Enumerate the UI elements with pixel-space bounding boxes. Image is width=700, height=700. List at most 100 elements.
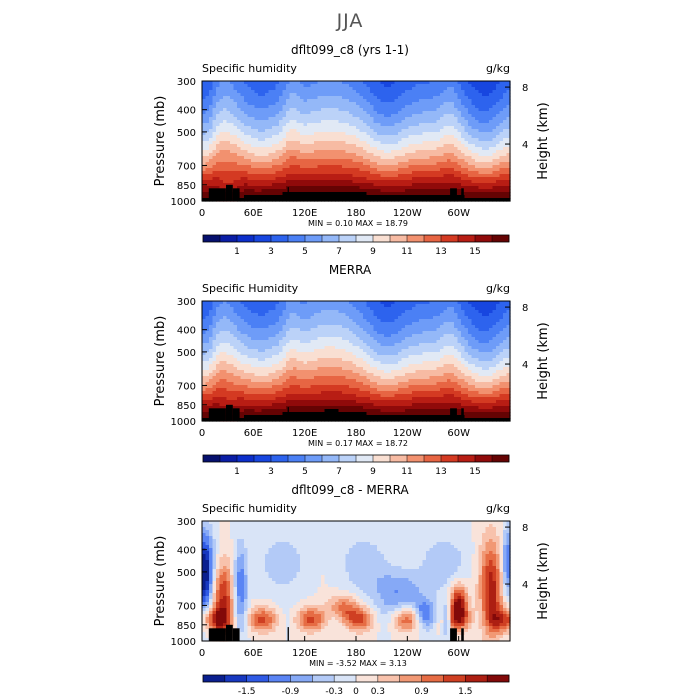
heatmap-cell (503, 135, 508, 139)
heatmap-cell (328, 174, 333, 178)
heatmap-cell (296, 132, 301, 136)
heatmap-cell (282, 183, 287, 187)
heatmap-cell (258, 159, 263, 163)
heatmap-cell (240, 174, 245, 178)
heatmap-cell (366, 102, 371, 106)
heatmap-cell (408, 153, 413, 157)
heatmap-cell (359, 340, 364, 344)
heatmap-cell (226, 81, 231, 85)
heatmap-cell (226, 156, 231, 160)
heatmap-cell (454, 183, 459, 187)
heatmap-cell (419, 165, 424, 169)
heatmap-cell (440, 108, 445, 112)
heatmap-cell (331, 156, 336, 160)
heatmap-cell (300, 144, 305, 148)
heatmap-cell (457, 156, 462, 160)
heatmap-cell (405, 316, 410, 320)
heatmap-cell (391, 319, 396, 323)
heatmap-cell (419, 87, 424, 91)
heatmap-cell (468, 156, 473, 160)
heatmap-cell (461, 138, 466, 142)
heatmap-cell (485, 168, 490, 172)
heatmap-cell (450, 141, 455, 145)
heatmap-cell (345, 159, 350, 163)
heatmap-cell (202, 111, 207, 115)
heatmap-cell (226, 331, 231, 335)
heatmap-cell (482, 186, 487, 190)
heatmap-cell (212, 159, 217, 163)
heatmap-cell (373, 90, 378, 94)
heatmap-cell (408, 316, 413, 320)
heatmap-cell (391, 99, 396, 103)
heatmap-cell (338, 105, 343, 109)
heatmap-cell (440, 159, 445, 163)
heatmap-cell (303, 120, 308, 124)
heatmap-cell (261, 108, 266, 112)
heatmap-cell (443, 159, 448, 163)
heatmap-cell (471, 177, 476, 181)
heatmap-cell (212, 129, 217, 133)
heatmap-cell (401, 168, 406, 172)
heatmap-cell (359, 132, 364, 136)
heatmap-cell (503, 301, 508, 305)
heatmap-cell (230, 141, 235, 145)
heatmap-cell (447, 117, 452, 121)
heatmap-cell (377, 153, 382, 157)
heatmap-cell (342, 162, 347, 166)
heatmap-cell (338, 171, 343, 175)
heatmap-cell (440, 198, 445, 202)
heatmap-cell (230, 307, 235, 311)
heatmap-cell (370, 195, 375, 199)
heatmap-cell (503, 180, 508, 184)
heatmap-cell (419, 105, 424, 109)
heatmap-cell (307, 322, 312, 326)
heatmap-cell (219, 319, 224, 323)
heatmap-cell (321, 102, 326, 106)
heatmap-cell (261, 93, 266, 97)
heatmap-cell (230, 120, 235, 124)
heatmap-cell (485, 316, 490, 320)
heatmap-cell (363, 159, 368, 163)
heatmap-cell (261, 165, 266, 169)
heatmap-cell (492, 93, 497, 97)
heatmap-cell (412, 120, 417, 124)
heatmap-cell (212, 105, 217, 109)
heatmap-cell (254, 99, 259, 103)
heatmap-cell (331, 334, 336, 338)
heatmap-cell (429, 96, 434, 100)
heatmap-cell (405, 144, 410, 148)
heatmap-cell (202, 141, 207, 145)
heatmap-cell (450, 123, 455, 127)
heatmap-cell (331, 322, 336, 326)
heatmap-cell (457, 322, 462, 326)
heatmap-cell (408, 192, 413, 196)
heatmap-cell (352, 195, 357, 199)
heatmap-cell (387, 99, 392, 103)
heatmap-cell (478, 93, 483, 97)
heatmap-cell (317, 189, 322, 193)
heatmap-cell (342, 159, 347, 163)
heatmap-cell (345, 105, 350, 109)
heatmap-cell (275, 162, 280, 166)
heatmap-cell (237, 105, 242, 109)
heatmap-cell (314, 174, 319, 178)
heatmap-cell (268, 180, 273, 184)
heatmap-cell (363, 84, 368, 88)
heatmap-cell (482, 334, 487, 338)
heatmap-cell (384, 346, 389, 350)
heatmap-cell (436, 159, 441, 163)
heatmap-cell (356, 313, 361, 317)
heatmap-cell (254, 96, 259, 100)
heatmap-cell (307, 343, 312, 347)
heatmap-cell (370, 171, 375, 175)
heatmap-cell (338, 114, 343, 118)
heatmap-cell (240, 132, 245, 136)
heatmap-cell (272, 132, 277, 136)
heatmap-cell (387, 310, 392, 314)
heatmap-cell (324, 171, 329, 175)
heatmap-cell (219, 346, 224, 350)
heatmap-cell (426, 171, 431, 175)
heatmap-cell (387, 126, 392, 130)
heatmap-cell (436, 331, 441, 335)
heatmap-cell (216, 183, 221, 187)
